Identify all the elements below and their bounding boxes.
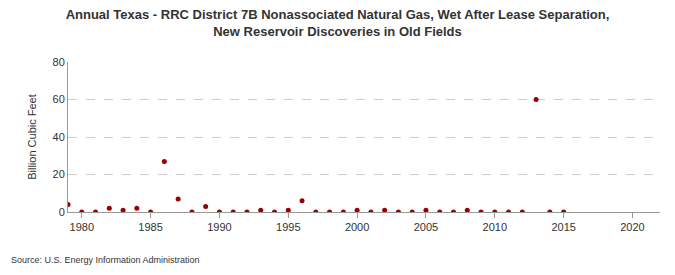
svg-text:1995: 1995: [276, 221, 300, 233]
svg-text:60: 60: [53, 93, 65, 105]
svg-text:Source: U.S. Energy Informatio: Source: U.S. Energy Information Administ…: [11, 255, 200, 265]
svg-text:0: 0: [59, 206, 65, 218]
svg-text:2020: 2020: [620, 221, 644, 233]
svg-text:Billion Cubic Feet: Billion Cubic Feet: [26, 94, 38, 180]
svg-text:Annual Texas - RRC District 7B: Annual Texas - RRC District 7B Nonassoci…: [66, 7, 610, 39]
svg-text:2015: 2015: [551, 221, 575, 233]
svg-text:1985: 1985: [138, 221, 162, 233]
svg-text:1980: 1980: [70, 221, 94, 233]
svg-text:40: 40: [53, 131, 65, 143]
svg-text:2010: 2010: [483, 221, 507, 233]
svg-text:80: 80: [53, 56, 65, 68]
svg-text:2000: 2000: [345, 221, 369, 233]
svg-text:2005: 2005: [414, 221, 438, 233]
svg-text:20: 20: [53, 168, 65, 180]
svg-text:1990: 1990: [207, 221, 231, 233]
